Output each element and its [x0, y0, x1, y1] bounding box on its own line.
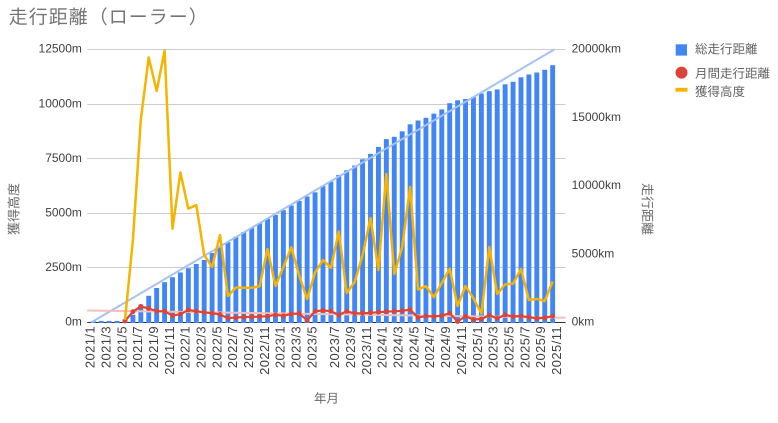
svg-text:10000m: 10000m	[39, 96, 82, 110]
svg-text:7500m: 7500m	[45, 151, 82, 165]
svg-text:2024/3: 2024/3	[391, 326, 406, 368]
svg-text:2023/11: 2023/11	[359, 326, 374, 375]
svg-text:2021/1: 2021/1	[83, 326, 98, 368]
svg-text:2025/3: 2025/3	[486, 326, 501, 368]
svg-text:2024/5: 2024/5	[406, 326, 421, 368]
svg-text:2022/7: 2022/7	[225, 326, 240, 368]
svg-text:0km: 0km	[572, 315, 595, 329]
svg-text:2024/11: 2024/11	[454, 326, 469, 375]
svg-text:2021/7: 2021/7	[130, 326, 145, 368]
svg-text:2023/9: 2023/9	[343, 326, 358, 368]
svg-text:5000km: 5000km	[572, 246, 615, 260]
svg-text:2024/9: 2024/9	[438, 326, 453, 368]
svg-text:15000km: 15000km	[572, 110, 621, 124]
svg-text:2025/11: 2025/11	[549, 326, 564, 375]
svg-text:2023/5: 2023/5	[304, 326, 319, 368]
svg-text:2023/7: 2023/7	[327, 326, 342, 368]
svg-text:2023/3: 2023/3	[289, 326, 304, 368]
svg-text:0m: 0m	[65, 315, 82, 329]
svg-text:2021/9: 2021/9	[146, 326, 161, 368]
svg-text:2025/9: 2025/9	[533, 326, 548, 368]
svg-text:2022/9: 2022/9	[241, 326, 256, 368]
svg-text:2025/1: 2025/1	[470, 326, 485, 368]
svg-text:2025/5: 2025/5	[501, 326, 516, 368]
svg-text:2024/7: 2024/7	[422, 326, 437, 368]
svg-text:5000m: 5000m	[45, 205, 82, 219]
svg-text:2024/1: 2024/1	[375, 326, 390, 368]
svg-text:10000km: 10000km	[572, 178, 621, 192]
svg-text:20000km: 20000km	[572, 42, 621, 56]
svg-text:2022/1: 2022/1	[178, 326, 193, 368]
svg-text:2022/5: 2022/5	[209, 326, 224, 368]
svg-text:2023/1: 2023/1	[273, 326, 288, 368]
svg-text:2022/3: 2022/3	[194, 326, 209, 368]
svg-text:12500m: 12500m	[39, 42, 82, 56]
svg-text:2021/3: 2021/3	[98, 326, 113, 368]
svg-text:2021/11: 2021/11	[162, 326, 177, 375]
svg-text:2021/5: 2021/5	[114, 326, 129, 368]
svg-text:2025/7: 2025/7	[517, 326, 532, 368]
svg-text:2500m: 2500m	[45, 260, 82, 274]
svg-text:2022/11: 2022/11	[257, 326, 272, 375]
